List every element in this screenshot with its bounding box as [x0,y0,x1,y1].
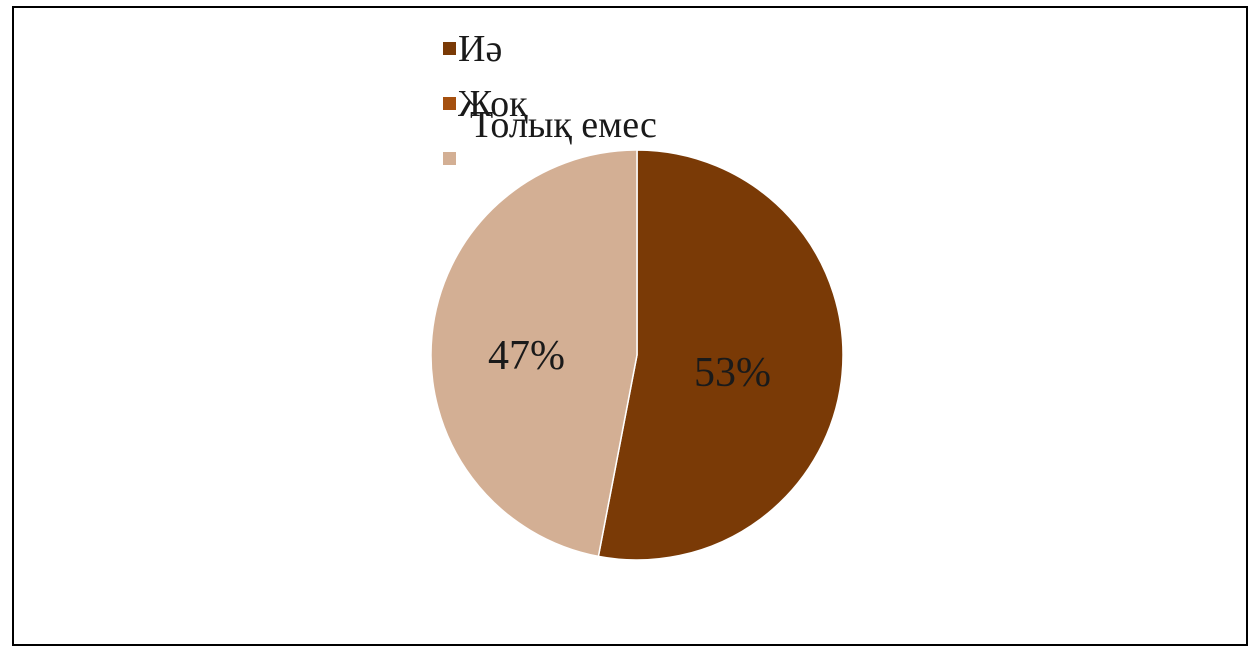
legend-label-zhok: Жоқ [458,83,528,125]
legend-label-tolyk-emes: Толық емес [470,104,657,146]
data-label-tolyk-emes: 47% [488,333,565,379]
data-label-ia: 53% [694,350,771,396]
legend-swatch-ia [443,42,456,55]
pie-slice-2 [430,149,638,558]
legend-swatch-tolyk-emes [443,152,456,165]
legend-label-ia: Иә [458,28,503,70]
pie-slice-0 [597,149,844,561]
legend-swatch-zhok [443,97,456,110]
pie-chart [430,149,844,561]
